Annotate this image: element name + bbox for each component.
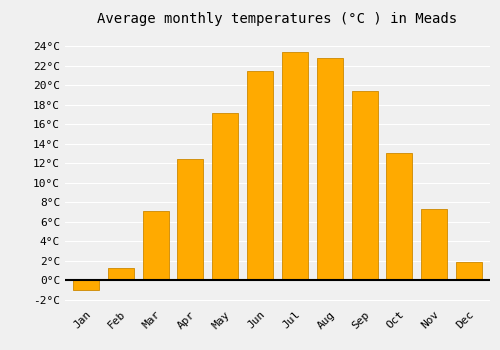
Title: Average monthly temperatures (°C ) in Meads: Average monthly temperatures (°C ) in Me…: [98, 12, 458, 26]
Bar: [247, 70, 273, 280]
Bar: [142, 211, 169, 280]
Bar: [386, 153, 412, 280]
Bar: [212, 113, 238, 280]
Bar: [421, 209, 448, 280]
Bar: [108, 268, 134, 280]
Bar: [316, 58, 343, 280]
Bar: [178, 159, 204, 280]
Bar: [73, 280, 99, 290]
Bar: [282, 52, 308, 280]
Bar: [352, 91, 378, 280]
Bar: [456, 261, 482, 280]
